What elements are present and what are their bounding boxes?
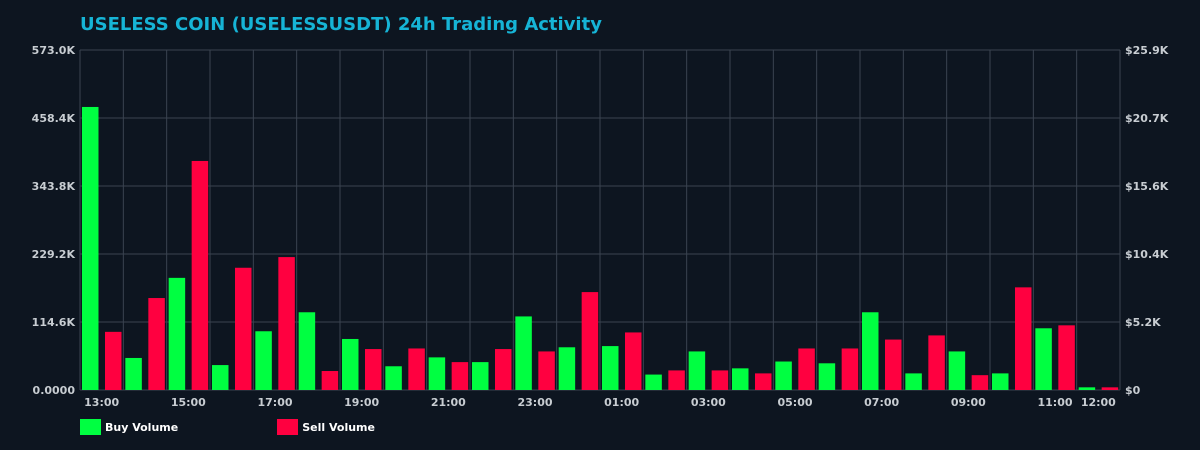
sell-volume-bar[interactable]	[755, 373, 772, 390]
buy-volume-bar[interactable]	[948, 351, 966, 390]
buy-volume-bar[interactable]	[862, 312, 879, 390]
buy-volume-bar[interactable]	[1078, 387, 1096, 390]
x-tick-label: 13:00	[84, 396, 119, 409]
sell-volume-bar[interactable]	[581, 292, 599, 390]
buy-volume-bar[interactable]	[212, 365, 229, 390]
sell-volume-bar[interactable]	[971, 375, 989, 390]
buy-volume-bar[interactable]	[385, 366, 402, 390]
buy-volume-bar[interactable]	[515, 316, 532, 390]
y-right-tick-label: $15.6K	[1125, 180, 1169, 193]
buy-volume-bar[interactable]	[125, 357, 142, 390]
buy-volume-bar[interactable]	[255, 331, 272, 390]
sell-volume-bar[interactable]	[798, 348, 815, 390]
sell-volume-bar[interactable]	[105, 331, 122, 390]
sell-volume-bar[interactable]	[841, 348, 859, 390]
sell-volume-bar[interactable]	[711, 370, 729, 390]
sell-volume-bar[interactable]	[451, 362, 469, 390]
buy-volume-bar[interactable]	[472, 362, 489, 390]
legend-item-buy[interactable]: Buy Volume	[80, 419, 178, 435]
legend: Buy Volume Sell Volume	[80, 419, 397, 435]
buy-volume-bar[interactable]	[298, 312, 316, 390]
x-tick-label: 21:00	[431, 396, 466, 409]
x-tick-label: 11:00	[1037, 396, 1072, 409]
sell-volume-bar[interactable]	[885, 339, 902, 390]
buy-volume-bar[interactable]	[82, 106, 99, 390]
buy-volume-bar[interactable]	[645, 374, 662, 390]
sell-volume-bar[interactable]	[538, 351, 555, 390]
legend-label-sell: Sell Volume	[302, 420, 375, 434]
x-tick-label: 19:00	[344, 396, 379, 409]
buy-swatch-icon	[80, 419, 101, 435]
x-tick-label: 05:00	[777, 396, 812, 409]
buy-volume-bar[interactable]	[905, 373, 922, 390]
buy-volume-bar[interactable]	[992, 373, 1009, 390]
sell-volume-bar[interactable]	[321, 371, 339, 390]
buy-volume-bar[interactable]	[775, 361, 792, 390]
sell-volume-bar[interactable]	[928, 335, 945, 390]
sell-volume-bar[interactable]	[191, 160, 209, 390]
y-right-tick-label: $0	[1125, 384, 1141, 397]
sell-volume-bar[interactable]	[668, 370, 685, 390]
chart-title: USELESS COIN (USELESSUSDT) 24h Trading A…	[80, 14, 602, 35]
buy-volume-bar[interactable]	[732, 368, 749, 390]
buy-volume-bar[interactable]	[168, 277, 186, 390]
sell-volume-bar[interactable]	[408, 348, 425, 390]
y-right-tick-label: $10.4K	[1125, 248, 1169, 261]
buy-volume-bar[interactable]	[558, 347, 576, 390]
y-left-tick-label: 573.0K	[32, 44, 76, 57]
y-right-tick-label: $20.7K	[1125, 112, 1169, 125]
sell-volume-bar[interactable]	[1101, 387, 1119, 390]
y-axis-left: 0.0000 114.6K 229.2K 343.8K 458.4K 573.0K	[32, 44, 76, 397]
sell-volume-bar[interactable]	[148, 298, 165, 390]
sell-volume-bar[interactable]	[1015, 287, 1032, 390]
x-axis: 13:00 15:00 17:00 19:00 21:00 23:00 01:00 03:00…	[84, 396, 1116, 409]
y-right-tick-label: $5.2K	[1125, 316, 1161, 329]
y-axis-right: $0 $5.2K $10.4K $15.6K $20.7K $25.9K	[1125, 44, 1169, 397]
buy-volume-bar[interactable]	[1035, 328, 1052, 390]
y-left-tick-label: 0.0000	[33, 384, 76, 397]
x-tick-label: 07:00	[864, 396, 899, 409]
x-tick-label: 09:00	[951, 396, 986, 409]
y-right-tick-label: $25.9K	[1125, 44, 1169, 57]
x-tick-label: 15:00	[171, 396, 206, 409]
buy-volume-bar[interactable]	[688, 351, 706, 390]
sell-volume-bar[interactable]	[235, 267, 252, 390]
buy-volume-bar[interactable]	[602, 346, 619, 390]
sell-volume-bar[interactable]	[278, 257, 295, 390]
sell-volume-bar[interactable]	[625, 332, 642, 390]
x-tick-label: 23:00	[517, 396, 552, 409]
y-left-tick-label: 458.4K	[32, 112, 76, 125]
sell-volume-bar[interactable]	[1058, 325, 1075, 390]
buy-volume-bar[interactable]	[428, 357, 446, 390]
y-left-tick-label: 114.6K	[32, 316, 76, 329]
x-tick-label: 01:00	[604, 396, 639, 409]
y-left-tick-label: 343.8K	[32, 180, 76, 193]
buy-volume-bar[interactable]	[342, 338, 359, 390]
grid-lines	[79, 49, 1121, 391]
sell-swatch-icon	[277, 419, 299, 435]
x-tick-label: 17:00	[257, 396, 292, 409]
legend-item-sell[interactable]: Sell Volume	[277, 419, 375, 435]
buy-volume-bar[interactable]	[818, 363, 836, 390]
bars	[82, 106, 1119, 390]
x-tick-label: 12:00	[1081, 396, 1116, 409]
y-left-tick-label: 229.2K	[32, 248, 76, 261]
sell-volume-bar[interactable]	[365, 349, 382, 390]
legend-label-buy: Buy Volume	[105, 420, 179, 434]
x-tick-label: 03:00	[691, 396, 726, 409]
sell-volume-bar[interactable]	[495, 349, 512, 390]
